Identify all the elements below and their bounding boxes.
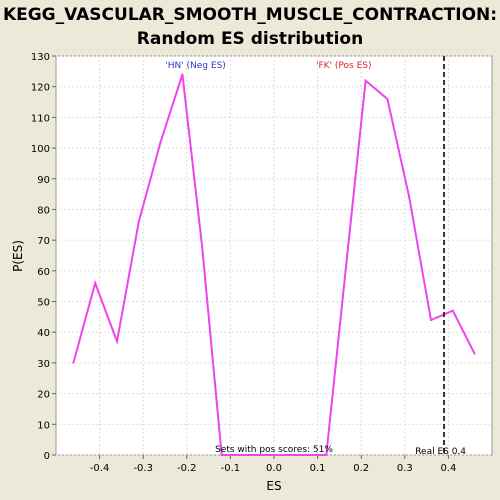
y-tick-label: 30 (37, 359, 50, 370)
series-point (159, 140, 162, 143)
x-tick-label: -0.4 (90, 463, 110, 474)
x-tick-label: -0.3 (133, 463, 153, 474)
x-tick-label: 0.0 (266, 463, 282, 474)
y-tick-label: 0 (44, 451, 50, 462)
grid-lines (56, 55, 492, 456)
x-tick-label: 0.1 (310, 463, 326, 474)
series-point (72, 361, 75, 364)
series-point (344, 266, 347, 269)
y-tick-label: 40 (37, 328, 50, 339)
x-tick-label: -0.2 (177, 463, 197, 474)
chart-title-line2: Random ES distribution (137, 29, 363, 49)
series-point (116, 340, 119, 343)
series-point (220, 454, 223, 456)
y-tick-label: 20 (37, 390, 50, 401)
y-tick-label: 120 (31, 83, 50, 94)
y-tick-label: 100 (31, 144, 50, 155)
series-point (181, 73, 184, 76)
y-tick-label: 60 (37, 267, 50, 278)
series-point (325, 454, 328, 456)
y-tick-label: 110 (31, 113, 50, 124)
series-point (303, 454, 306, 456)
series-layer (72, 73, 476, 456)
x-tick-label: 0.3 (397, 463, 413, 474)
annotations: 'HN' (Neg ES) 'FK' (Pos ES) Sets with pos … (165, 56, 466, 457)
x-tick-label: 0.4 (440, 463, 456, 474)
pos-scores-text: Sets with pos scores: 51% (215, 445, 333, 455)
series-point (137, 220, 140, 223)
series-point (242, 454, 245, 456)
y-tick-label: 50 (37, 298, 50, 309)
real-es-text: Real ES 0.4 (415, 447, 466, 457)
series-point (429, 318, 432, 321)
y-tick-label: 130 (31, 52, 50, 63)
series-point (94, 282, 97, 285)
series-point (273, 454, 275, 456)
series-point (473, 352, 476, 355)
y-tick-label: 70 (37, 236, 50, 247)
y-tick-label: 80 (37, 205, 50, 216)
y-tick-label: 90 (37, 175, 50, 186)
x-tick-label: -0.1 (221, 463, 241, 474)
series-point (201, 245, 204, 248)
pos-es-label: 'FK' (Pos ES) (316, 61, 371, 71)
series-point (364, 79, 367, 82)
series-point (386, 97, 389, 100)
neg-es-label: 'HN' (Neg ES) (165, 61, 226, 71)
series-point (408, 196, 411, 199)
plot-area (55, 55, 493, 456)
chart-title-line1: KEGG_VASCULAR_SMOOTH_MUSCLE_CONTRACTION: (3, 5, 497, 25)
y-axis-label: P(ES) (11, 240, 25, 272)
x-tick-label: 0.2 (353, 463, 369, 474)
y-tick-label: 10 (37, 420, 50, 431)
series-point (451, 309, 454, 312)
axes: 0 10 20 30 40 50 60 70 80 90 100 110 120 130 -0.4 -0.3 -… (31, 52, 456, 474)
x-axis-label: ES (266, 479, 281, 493)
